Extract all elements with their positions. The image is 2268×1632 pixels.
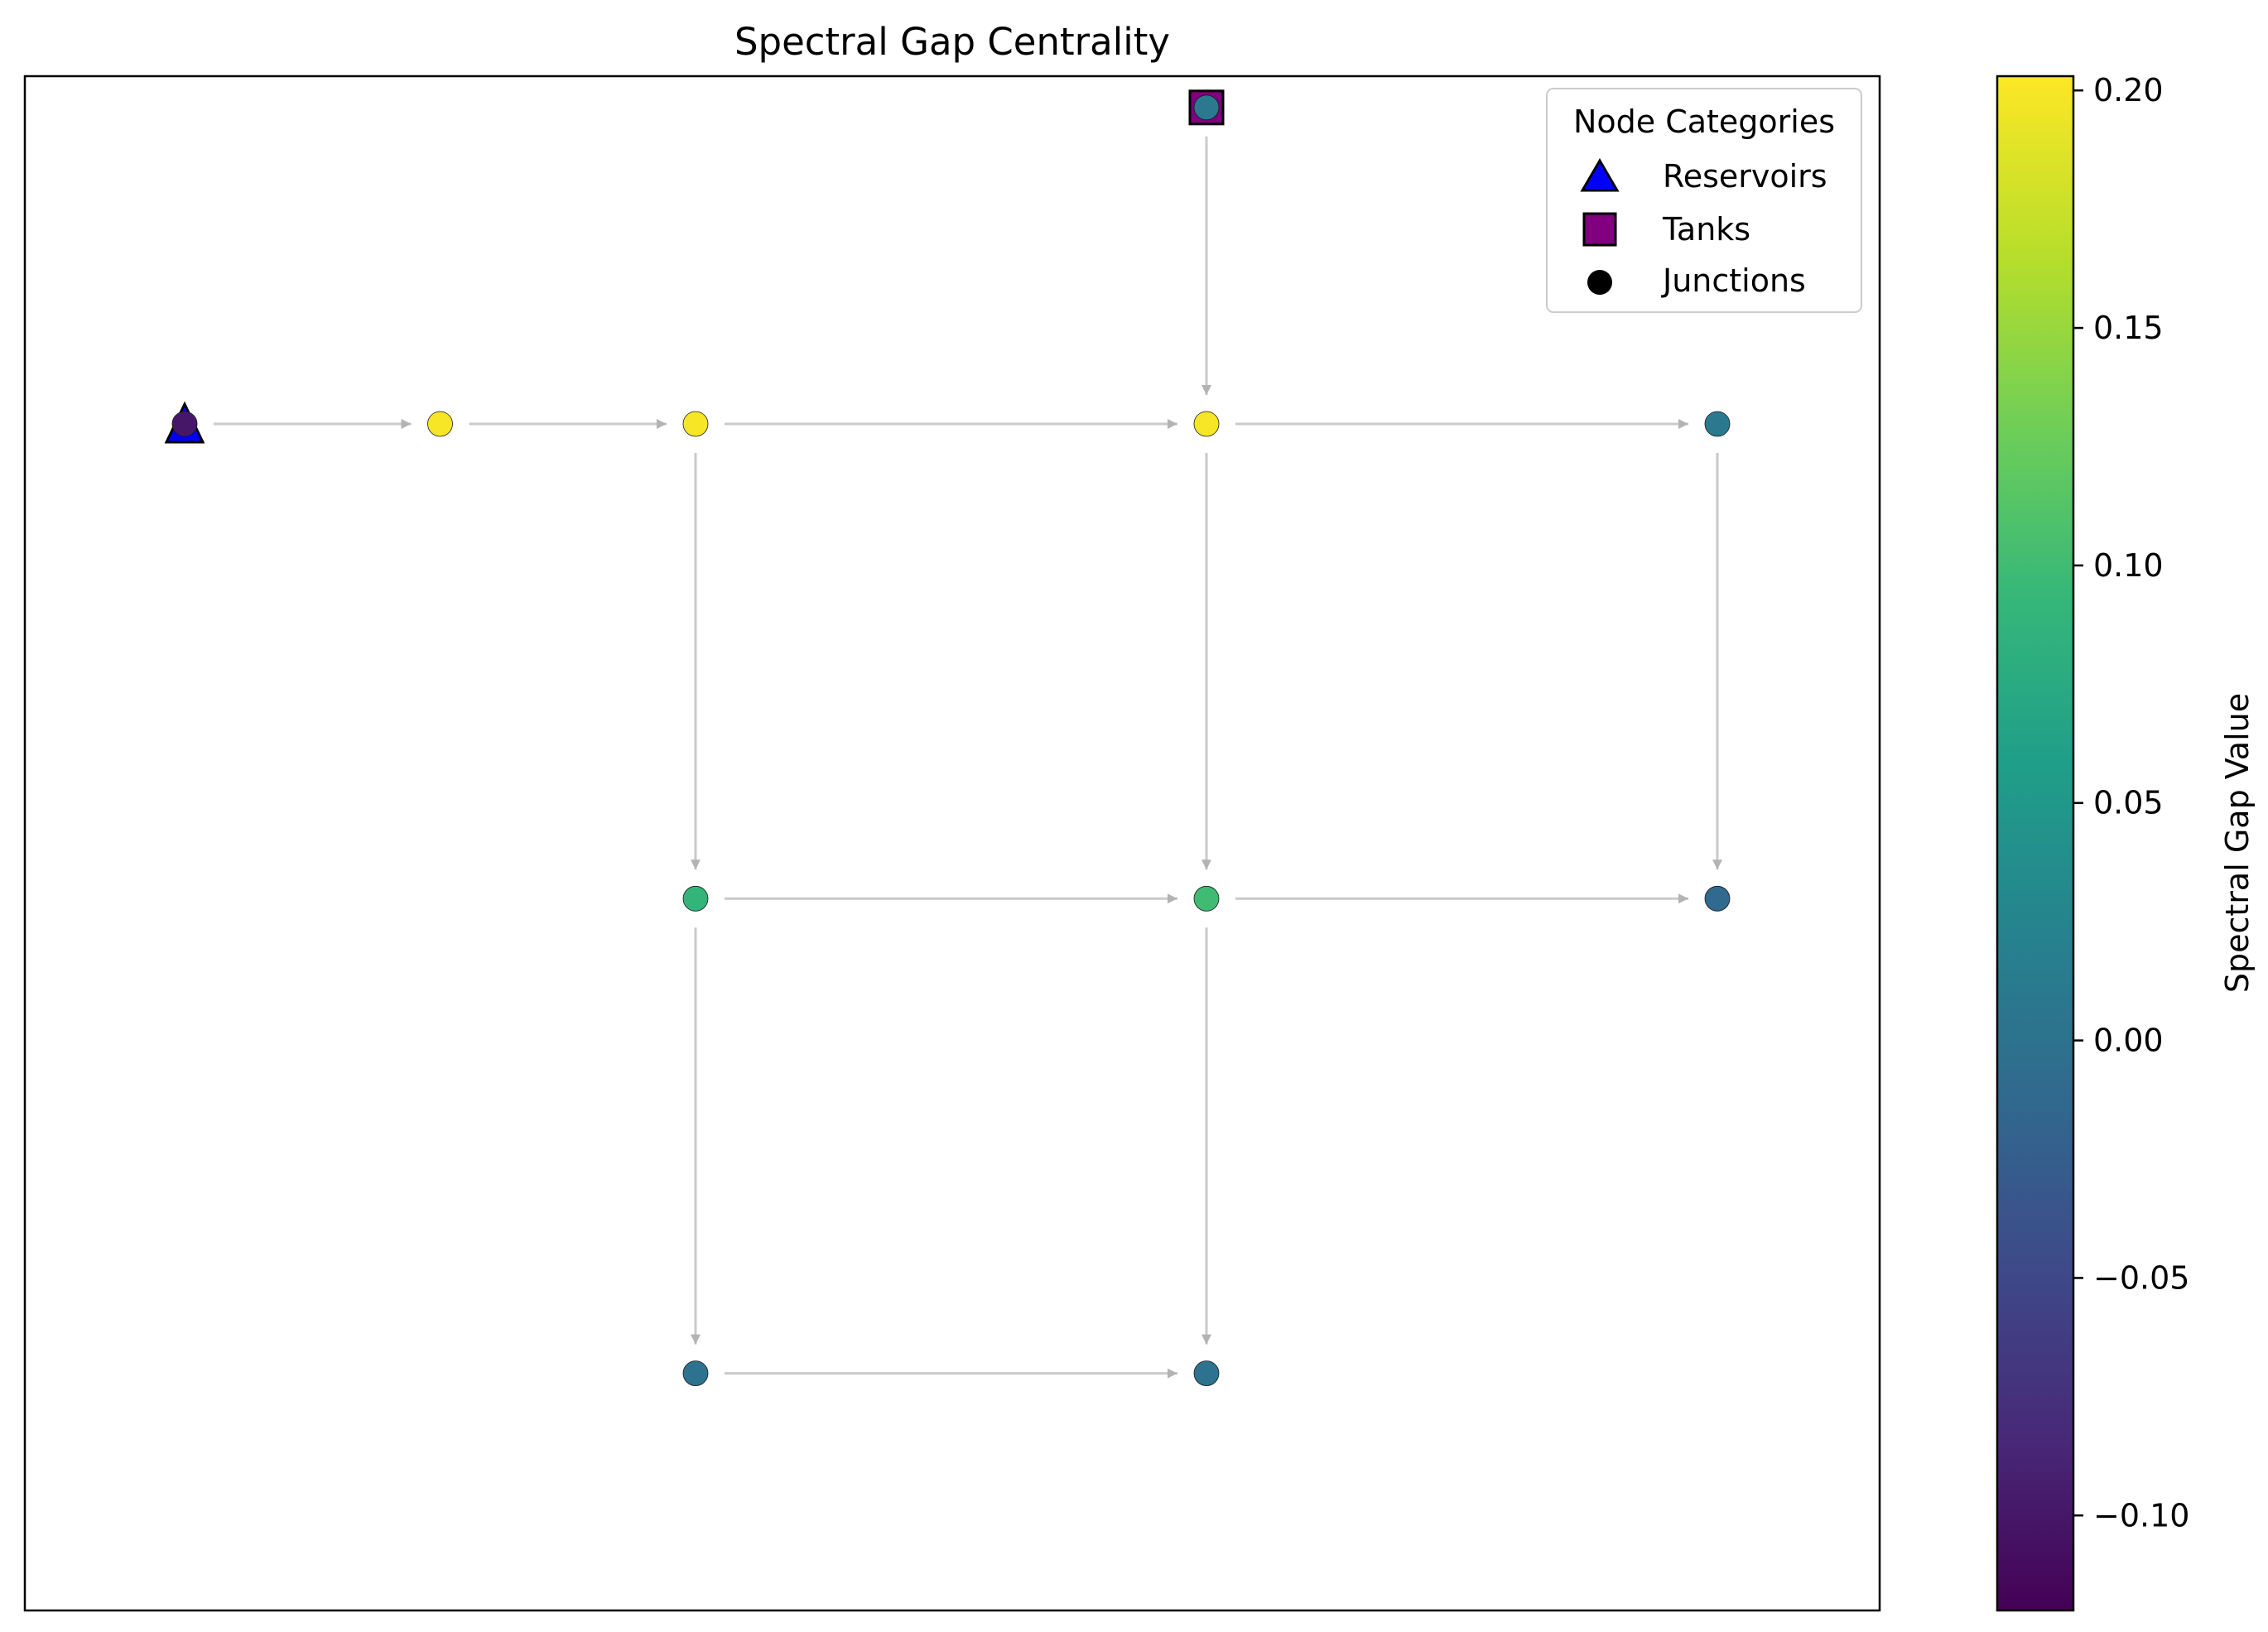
legend-label-reservoirs: Reservoirs <box>1663 158 1827 195</box>
node-J2 <box>682 411 709 437</box>
node-value-point <box>427 411 453 437</box>
node-value-point <box>1193 94 1220 121</box>
colorbar-gradient <box>1996 75 2075 1612</box>
colorbar-tick-label: 0.10 <box>2093 547 2164 584</box>
node-value-point <box>1193 1360 1220 1386</box>
colorbar-tick-label: 0.20 <box>2093 72 2164 108</box>
legend-label-tanks: Tanks <box>1662 211 1750 248</box>
node-value-point <box>682 411 709 437</box>
plot-area <box>23 75 1881 1612</box>
node-R1 <box>164 401 205 444</box>
colorbar-tick-label: 0.15 <box>2093 310 2164 346</box>
colorbar-label: Spectral Gap Value <box>2219 693 2256 993</box>
legend-frame <box>1546 88 1862 313</box>
colorbar-ticks: −0.10 −0.05 0.00 0.05 0.10 0.15 0.20 <box>2073 72 2189 1533</box>
node-J1 <box>427 411 453 437</box>
node-value-point <box>1193 885 1220 912</box>
node-J3 <box>1193 411 1220 437</box>
colorbar-tick-label: 0.00 <box>2093 1023 2164 1059</box>
node-value-point <box>682 885 709 912</box>
legend-title: Node Categories <box>1573 104 1835 140</box>
colorbar-tick-label: −0.05 <box>2093 1259 2189 1296</box>
node-value-point <box>1704 411 1731 437</box>
node-J8 <box>682 1360 709 1386</box>
reservoir-legend-marker <box>1580 158 1620 192</box>
edges-layer <box>214 136 1722 1379</box>
node-value-point <box>682 1360 709 1386</box>
colorbar-tick-label: −0.10 <box>2093 1497 2189 1533</box>
node-value-point <box>171 411 198 437</box>
node-J5 <box>682 885 709 912</box>
node-value-point <box>1704 885 1731 912</box>
junction-legend-marker <box>1587 270 1612 295</box>
node-J6 <box>1193 885 1220 912</box>
chart-title: Spectral Gap Centrality <box>734 20 1170 64</box>
colorbar: −0.10 −0.05 0.00 0.05 0.10 0.15 0.20 Spectral … <box>1996 72 2256 1612</box>
tank-legend-marker <box>1582 212 1617 247</box>
colorbar-tick-label: 0.05 <box>2093 785 2164 821</box>
node-value-point <box>1193 411 1220 437</box>
legend-label-junctions: Junctions <box>1661 262 1806 299</box>
node-T1 <box>1188 89 1225 126</box>
legend: Node Categories Reservoirs Tanks Junctio… <box>1546 88 1862 313</box>
node-J4 <box>1704 411 1731 437</box>
node-J9 <box>1193 1360 1220 1386</box>
node-J7 <box>1704 885 1731 912</box>
nodes-layer <box>164 89 1731 1386</box>
